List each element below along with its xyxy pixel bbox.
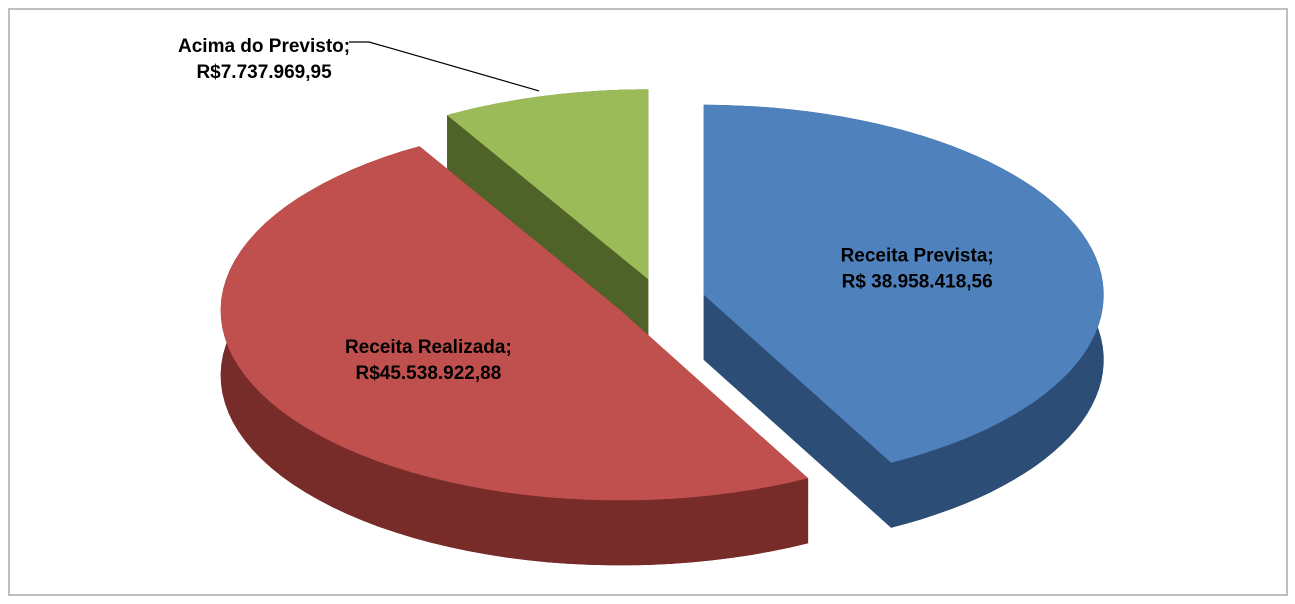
label-separator: ; [987,246,993,267]
data-label: Receita Prevista; R$ 38.958.418,56 [841,246,994,293]
category-label: Receita Realizada [345,337,506,358]
value-label: R$ 38.958.418,56 [842,272,993,293]
category-label: Receita Prevista [841,246,988,267]
slice-cut-wall [447,115,649,345]
data-label: Acima do Previsto; R$7.737.969,95 [178,36,350,83]
data-label: Receita Realizada; R$45.538.922,88 [345,337,512,384]
slice-outer-wall [220,146,809,566]
leader-line [349,41,540,92]
slice-top [220,146,809,501]
slice-top [447,89,649,280]
value-label: R$7.737.969,95 [196,62,332,83]
slice [703,104,1104,528]
slice-cut-wall [703,294,892,528]
value-label: R$45.538.922,88 [355,363,501,384]
category-label: Acima do Previsto [178,36,344,57]
label-separator: ; [505,337,511,358]
slice [220,146,809,566]
label-separator: ; [344,36,350,57]
slice-top [703,104,1104,463]
